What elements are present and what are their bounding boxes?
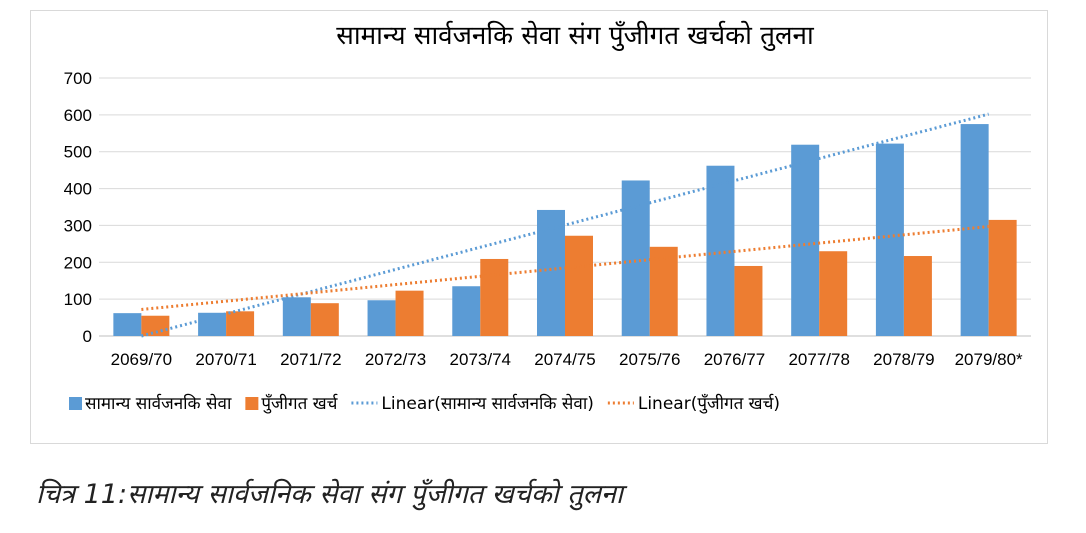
legend-label-capital-expenditure-trend: Linear(पुँजीगत खर्च) [638,393,780,414]
x-tick-label: 2074/75 [534,350,595,369]
x-tick-label: 2077/78 [788,350,849,369]
y-tick-label: 0 [83,327,92,346]
chart-title: सामान्य सार्वजनकि सेवा संग पुँजीगत खर्चक… [336,20,815,51]
bar-general-service-4 [452,286,481,336]
legend-swatch-general-service [69,397,82,410]
trendline-capital-expenditure [141,225,989,311]
x-tick-label: 2073/74 [450,350,511,369]
bar-general-service-8 [791,144,820,336]
x-tick-label: 2079/80* [955,350,1023,369]
trendline-general-service [140,112,990,338]
legend-label-general-service: सामान्य सार्वजनकि सेवा [85,393,232,414]
bar-general-service-9 [875,143,904,336]
legend-swatch-capital-expenditure [245,397,259,410]
y-tick-label: 200 [64,253,92,272]
bar-general-service-1 [198,312,227,336]
y-tick-label: 300 [64,216,92,235]
bar-capital-expenditure-10 [988,219,1017,336]
bar-capital-expenditure-4 [480,258,509,336]
bar-general-service-5 [537,209,565,336]
bar-capital-expenditure-9 [903,256,932,336]
y-tick-label: 400 [64,180,92,199]
bar-capital-expenditure-6 [649,246,678,336]
bar-general-service-0 [113,313,142,336]
y-tick-label: 500 [64,143,92,162]
legend-label-capital-expenditure: पुँजीगत खर्च [261,393,338,414]
bar-general-service-2 [282,297,311,336]
bar-capital-expenditure-2 [310,303,339,336]
bar-capital-expenditure-5 [565,235,593,336]
bar-capital-expenditure-3 [395,290,424,336]
x-tick-label: 2076/77 [704,350,765,369]
legend-label-general-service-trend: Linear(सामान्य सार्वजनकि सेवा) [381,393,593,414]
x-tick-label: 2070/71 [195,350,256,369]
figure-caption: चित्र 11:सामान्य सार्वजनिक सेवा संग पुँज… [36,479,623,510]
y-tick-label: 600 [64,106,92,125]
x-tick-label: 2078/79 [873,350,934,369]
bar-capital-expenditure-7 [734,265,763,336]
bar-general-service-10 [960,124,989,336]
chart-frame: सामान्य सार्वजनकि सेवा संग पुँजीगत खर्चक… [30,10,1048,444]
y-tick-label: 100 [64,290,92,309]
x-tick-label: 2069/70 [111,350,172,369]
bar-capital-expenditure-1 [226,311,255,336]
chart: सामान्य सार्वजनकि सेवा संग पुँजीगत खर्चक… [64,20,1031,414]
x-tick-label: 2075/76 [619,350,680,369]
x-tick-label: 2072/73 [365,350,426,369]
bar-general-service-3 [367,300,396,336]
x-tick-label: 2071/72 [280,350,341,369]
bar-capital-expenditure-8 [819,251,848,336]
bar-capital-expenditure-0 [141,315,170,336]
y-tick-label: 700 [64,69,92,88]
